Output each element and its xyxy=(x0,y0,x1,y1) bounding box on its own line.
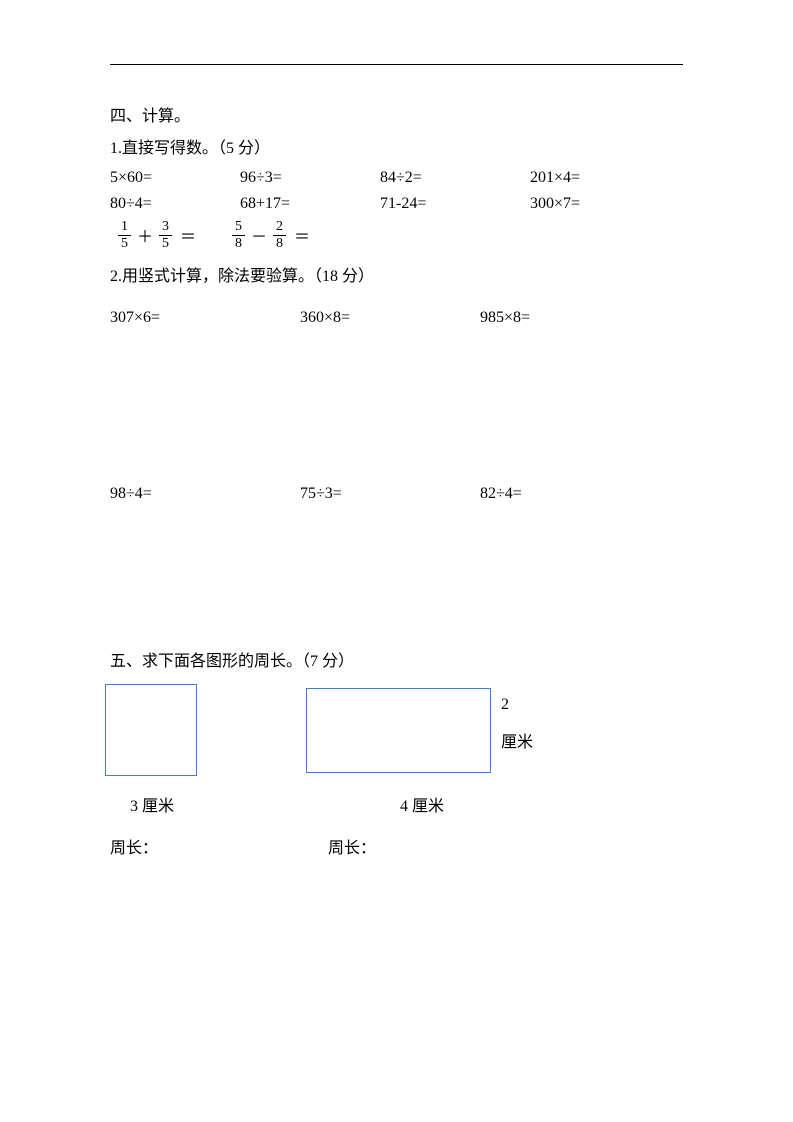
square-shape xyxy=(105,684,197,776)
bottom-labels: 3 厘米 4 厘米 xyxy=(110,792,683,816)
fraction: 1 5 xyxy=(118,219,131,251)
numerator: 5 xyxy=(232,219,245,235)
eq-cell: 80÷4= xyxy=(110,191,240,217)
perimeter-label-2: 周长： xyxy=(328,834,376,858)
eq-cell: 82÷4= xyxy=(480,481,683,507)
mental-row-2: 80÷4= 68+17= 71-24= 300×7= xyxy=(110,191,683,217)
rect-height-label-1: 2 xyxy=(501,696,509,714)
mental-row-1: 5×60= 96÷3= 84÷2= 201×4= xyxy=(110,165,683,191)
fraction: 5 8 xyxy=(232,219,245,251)
shapes-area: 2 厘米 xyxy=(110,684,683,784)
perimeter-label-1: 周长： xyxy=(110,834,328,858)
perimeter-row: 周长： 周长： xyxy=(110,834,683,858)
rectangle-shape xyxy=(306,688,491,773)
work-space xyxy=(110,331,683,481)
op-plus: ＋ xyxy=(137,223,153,247)
square-side-label: 3 厘米 xyxy=(130,792,400,816)
eq-cell: 985×8= xyxy=(480,305,683,331)
section-4-title: 四、计算。 xyxy=(110,101,683,133)
eq-cell: 96÷3= xyxy=(240,165,380,191)
op-minus: － xyxy=(251,223,267,247)
fraction-row: 1 5 ＋ 3 5 ＝ 5 8 － 2 8 ＝ xyxy=(110,219,683,251)
work-space xyxy=(110,506,683,646)
eq-sign: ＝ xyxy=(180,223,196,247)
eq-cell: 360×8= xyxy=(300,305,480,331)
eq-cell: 75÷3= xyxy=(300,481,480,507)
eq-cell: 5×60= xyxy=(110,165,240,191)
eq-cell: 71-24= xyxy=(380,191,530,217)
denominator: 5 xyxy=(118,236,131,251)
section-5-title: 五、求下面各图形的周长。（7 分） xyxy=(110,646,683,678)
eq-cell: 307×6= xyxy=(110,305,300,331)
eq-cell: 68+17= xyxy=(240,191,380,217)
page: 四、计算。 1.直接写得数。（5 分） 5×60= 96÷3= 84÷2= 20… xyxy=(0,0,793,1122)
rectangle-width-label: 4 厘米 xyxy=(400,792,444,816)
fraction: 3 5 xyxy=(159,219,172,251)
top-rule xyxy=(110,64,683,65)
denominator: 8 xyxy=(273,236,286,251)
denominator: 8 xyxy=(232,236,245,251)
eq-cell: 98÷4= xyxy=(110,481,300,507)
vertical-row-2: 98÷4= 75÷3= 82÷4= xyxy=(110,481,683,507)
fraction: 2 8 xyxy=(273,219,286,251)
numerator: 3 xyxy=(159,219,172,235)
eq-cell: 84÷2= xyxy=(380,165,530,191)
numerator: 1 xyxy=(118,219,131,235)
numerator: 2 xyxy=(273,219,286,235)
rect-height-label-2: 厘米 xyxy=(501,728,533,752)
denominator: 5 xyxy=(159,236,172,251)
section-4-1-title: 1.直接写得数。（5 分） xyxy=(110,133,683,165)
eq-sign: ＝ xyxy=(294,223,310,247)
eq-cell: 300×7= xyxy=(530,191,683,217)
vertical-row-1: 307×6= 360×8= 985×8= xyxy=(110,305,683,331)
section-4-2-title: 2.用竖式计算，除法要验算。（18 分） xyxy=(110,261,683,293)
eq-cell: 201×4= xyxy=(530,165,683,191)
